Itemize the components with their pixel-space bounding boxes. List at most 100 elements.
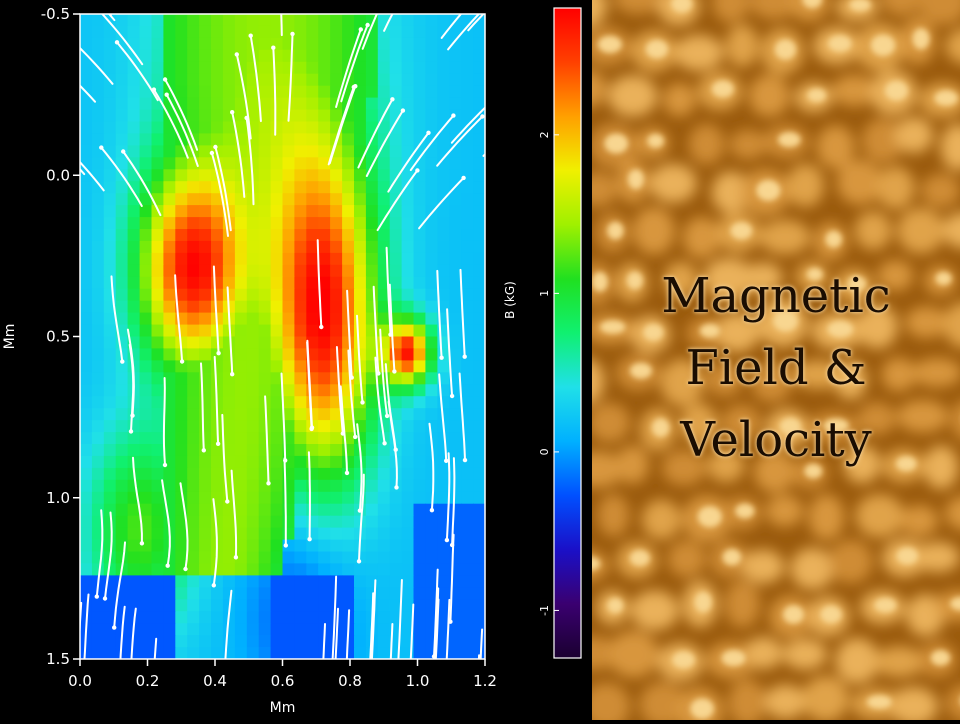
heatmap-cell [128,432,141,445]
heatmap-cell [259,456,272,469]
streamline-arrowhead [283,458,287,462]
heatmap-cell [449,492,462,505]
heatmap-cell [116,372,129,385]
heatmap-cell [294,456,307,469]
streamline [309,452,310,539]
heatmap-cell [294,480,307,493]
heatmap-cell [235,420,248,433]
heatmap-cell [80,289,93,302]
heatmap-cell [283,289,296,302]
heatmap-cell [402,492,415,505]
streamline-arrowhead [65,34,69,38]
heatmap-cell [80,181,93,194]
heatmap-cell [366,313,379,326]
heatmap-cell [163,26,176,39]
heatmap-cell [318,384,331,397]
heatmap-cell [211,611,224,624]
heatmap-cell [330,277,343,290]
heatmap-cell [152,265,165,278]
heatmap-cell [378,62,391,75]
streamline-arrowhead [430,508,434,512]
heatmap-cell [318,74,331,87]
heatmap-cell [283,552,296,565]
heatmap-cell [461,456,474,469]
heatmap-cell [223,420,236,433]
heatmap-cell [235,516,248,529]
heatmap-cell [402,277,415,290]
heatmap-cell [259,38,272,51]
heatmap-cell [366,98,379,111]
heatmap-cell [390,217,403,230]
heatmap-cell [211,599,224,612]
heatmap-cell [402,301,415,314]
heatmap-cell [342,492,355,505]
heatmap-cell [402,289,415,302]
granule [633,207,675,255]
heatmap-cell [271,74,284,87]
heatmap-cell [330,229,343,242]
heatmap-cell [378,86,391,99]
heatmap-cell [223,169,236,182]
heatmap-cell [342,552,355,565]
granule-highlight [896,547,918,564]
heatmap-cell [199,635,212,648]
heatmap-cell [294,253,307,266]
heatmap-cell [128,444,141,457]
streamline [484,114,532,156]
heatmap-cell [437,217,450,230]
granule [901,505,938,536]
heatmap-cell [163,253,176,266]
heatmap-cell [163,181,176,194]
heatmap-cell [140,14,153,27]
heatmap-cell [104,647,117,660]
heatmap-cell [187,229,200,242]
y-tick-label: 0.0 [46,166,70,184]
heatmap-cell [425,360,438,373]
heatmap-cell [449,289,462,302]
heatmap-cell [473,420,486,433]
heatmap-cell [354,14,367,27]
heatmap-cell [223,384,236,397]
heatmap-cell [318,396,331,409]
granule [649,164,697,203]
heatmap-cell [437,360,450,373]
heatmap-cell [318,337,331,350]
heatmap-cell [235,301,248,314]
heatmap-cell [342,444,355,457]
heatmap-cell [104,337,117,350]
streamline-arrowhead [332,693,336,697]
heatmap-cell [175,74,188,87]
heatmap-cell [187,540,200,553]
heatmap-cell [294,62,307,75]
heatmap-cell [116,74,129,87]
heatmap-cell [223,38,236,51]
heatmap-cell [294,122,307,135]
heatmap-cell [128,289,141,302]
heatmap-cell [283,217,296,230]
heatmap-cell [92,133,105,146]
heatmap-cell [306,647,319,660]
heatmap-cell [306,289,319,302]
heatmap-cell [247,408,259,421]
heatmap-cell [163,468,176,481]
heatmap-cell [175,623,188,636]
heatmap-cell [402,444,415,457]
heatmap-cell [271,420,284,433]
heatmap-cell [175,396,188,409]
heatmap-cell [354,133,367,146]
heatmap-cell [366,205,379,218]
heatmap-cell [187,444,200,457]
heatmap-cell [175,611,188,624]
heatmap-cell [318,86,331,99]
y-axis-label: Mm [2,324,18,350]
heatmap-cell [402,516,415,529]
heatmap-cell [461,516,474,529]
heatmap-cell [116,229,129,242]
heatmap-cell [354,575,367,588]
heatmap-cell [235,181,248,194]
heatmap-cell [235,337,248,350]
heatmap-cell [128,26,141,39]
heatmap-cell [80,552,93,565]
heatmap-cell [402,265,415,278]
heatmap-cell [92,313,105,326]
